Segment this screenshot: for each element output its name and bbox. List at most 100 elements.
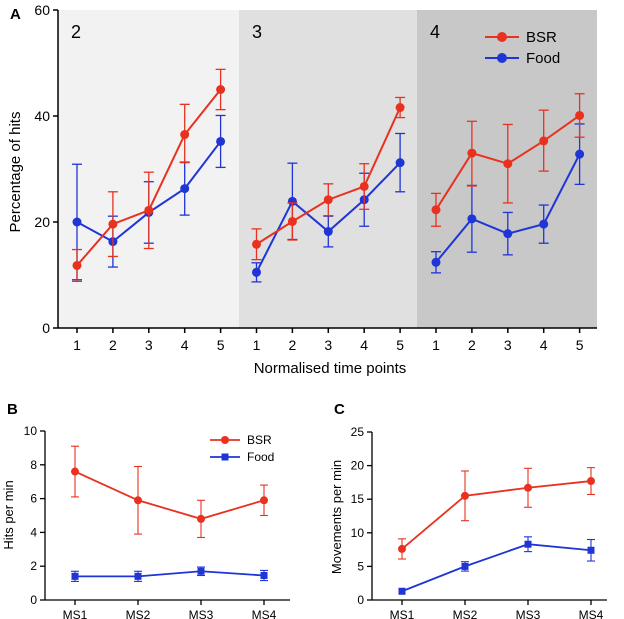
bsr-point — [216, 85, 226, 94]
x-tick-label: 1 — [432, 337, 440, 353]
food-point — [575, 149, 585, 159]
x-tick-label: 2 — [289, 337, 297, 353]
bsr-point — [359, 181, 369, 191]
y-tick-label: 8 — [30, 458, 37, 472]
y-tick-label: 0 — [42, 320, 50, 336]
y-tick-label: 6 — [30, 492, 37, 506]
x-tick-label: MS4 — [579, 608, 604, 619]
bsr-point — [467, 148, 477, 158]
x-tick-label: MS1 — [390, 608, 415, 619]
food-point — [72, 217, 82, 227]
x-tick-label: MS2 — [126, 608, 151, 619]
bsr-point — [323, 195, 333, 205]
region-label-3: 3 — [252, 22, 262, 42]
chart-c-series — [398, 467, 595, 595]
region-bg-2 — [58, 10, 239, 328]
food-point — [503, 229, 513, 239]
panel-letter-a: A — [10, 6, 21, 23]
legend-label-food: Food — [247, 450, 274, 464]
chart-c-ylabel: Movements per min — [329, 460, 344, 574]
region-label-2: 2 — [71, 22, 81, 42]
panel-letter-c: C — [334, 401, 345, 418]
x-tick-label: 3 — [145, 337, 153, 353]
y-tick-label: 20 — [351, 459, 365, 473]
bsr-point — [197, 514, 205, 523]
x-tick-label: 5 — [217, 337, 225, 353]
bsr-line — [74, 470, 265, 520]
y-tick-label: 4 — [30, 525, 37, 539]
food-point — [467, 214, 477, 224]
y-tick-label: 10 — [24, 424, 38, 438]
chart-c-axes: 0 5 10 15 20 25 MS1 MS2 MS3 MS4 — [351, 425, 607, 619]
food-point — [461, 562, 469, 570]
legend-marker-food — [221, 453, 229, 461]
legend-marker-food — [497, 53, 507, 63]
bsr-point — [134, 496, 142, 505]
bsr-point — [575, 110, 585, 120]
bsr-point — [180, 130, 190, 140]
y-tick-label: 25 — [351, 425, 365, 439]
y-tick-label: 20 — [34, 214, 50, 230]
x-tick-label: 1 — [253, 337, 261, 353]
food-line — [401, 543, 592, 593]
chart-a-axes: 0 20 40 60 1 2 3 4 5 1 2 3 4 5 1 2 3 4 5 — [34, 2, 597, 353]
food-point — [216, 136, 226, 146]
panel-letter-b: B — [7, 401, 18, 418]
food-point — [587, 546, 595, 554]
food-point — [71, 572, 79, 580]
bsr-point — [395, 103, 405, 113]
x-tick-label: 1 — [73, 337, 81, 353]
food-point — [395, 158, 405, 168]
bsr-point — [503, 159, 513, 169]
chart-a-legend: BSR Food — [485, 29, 560, 67]
bsr-point — [72, 260, 82, 270]
chart-b-ylabel: Hits per min — [1, 480, 16, 549]
x-tick-label: 4 — [540, 337, 548, 353]
x-tick-label: MS3 — [516, 608, 541, 619]
chart-b: 0 2 4 6 8 10 MS1 MS2 MS3 MS4 BSR Food Hits per min — [1, 424, 290, 619]
bsr-point — [587, 477, 595, 486]
legend-label-bsr: BSR — [247, 433, 272, 447]
chart-a-regions: 2 3 4 — [58, 10, 597, 328]
x-tick-label: MS3 — [189, 608, 214, 619]
bsr-point — [144, 205, 154, 215]
y-tick-label: 60 — [34, 2, 50, 18]
food-point — [431, 257, 441, 267]
food-point — [398, 587, 406, 595]
food-point — [524, 540, 532, 548]
x-tick-label: 5 — [576, 337, 584, 353]
y-tick-label: 10 — [351, 526, 365, 540]
x-tick-label: MS1 — [63, 608, 88, 619]
food-point — [180, 184, 190, 194]
chart-a-xlabel: Normalised time points — [254, 360, 407, 377]
chart-b-series — [71, 445, 268, 582]
chart-a-ylabel: Percentage of hits — [7, 112, 24, 233]
y-tick-label: 2 — [30, 559, 37, 573]
food-point — [252, 267, 261, 277]
legend-label-food: Food — [526, 50, 560, 67]
food-point — [539, 219, 549, 229]
legend-marker-bsr — [221, 436, 229, 444]
x-tick-label: 4 — [181, 337, 189, 353]
food-point — [260, 571, 268, 579]
y-tick-label: 0 — [30, 593, 37, 607]
y-tick-label: 0 — [357, 593, 364, 607]
food-point — [197, 567, 205, 575]
food-line — [75, 570, 265, 578]
y-tick-label: 5 — [357, 559, 364, 573]
food-point — [323, 227, 333, 237]
bsr-point — [260, 496, 268, 505]
bsr-point — [524, 483, 532, 492]
chart-a: 2 3 4 0 20 40 60 1 2 3 4 5 1 2 3 4 5 1 2 3 4 5 BSR Food Norma… — [7, 2, 597, 377]
x-tick-label: 3 — [504, 337, 512, 353]
food-point — [287, 196, 297, 206]
food-point — [134, 572, 142, 580]
chart-b-axes: 0 2 4 6 8 10 MS1 MS2 MS3 MS4 — [24, 424, 290, 619]
bsr-point — [431, 205, 441, 215]
bsr-line — [401, 480, 592, 550]
bsr-point — [108, 219, 118, 229]
x-tick-label: 5 — [396, 337, 404, 353]
region-bg-4 — [417, 10, 597, 328]
bsr-point — [71, 467, 79, 476]
